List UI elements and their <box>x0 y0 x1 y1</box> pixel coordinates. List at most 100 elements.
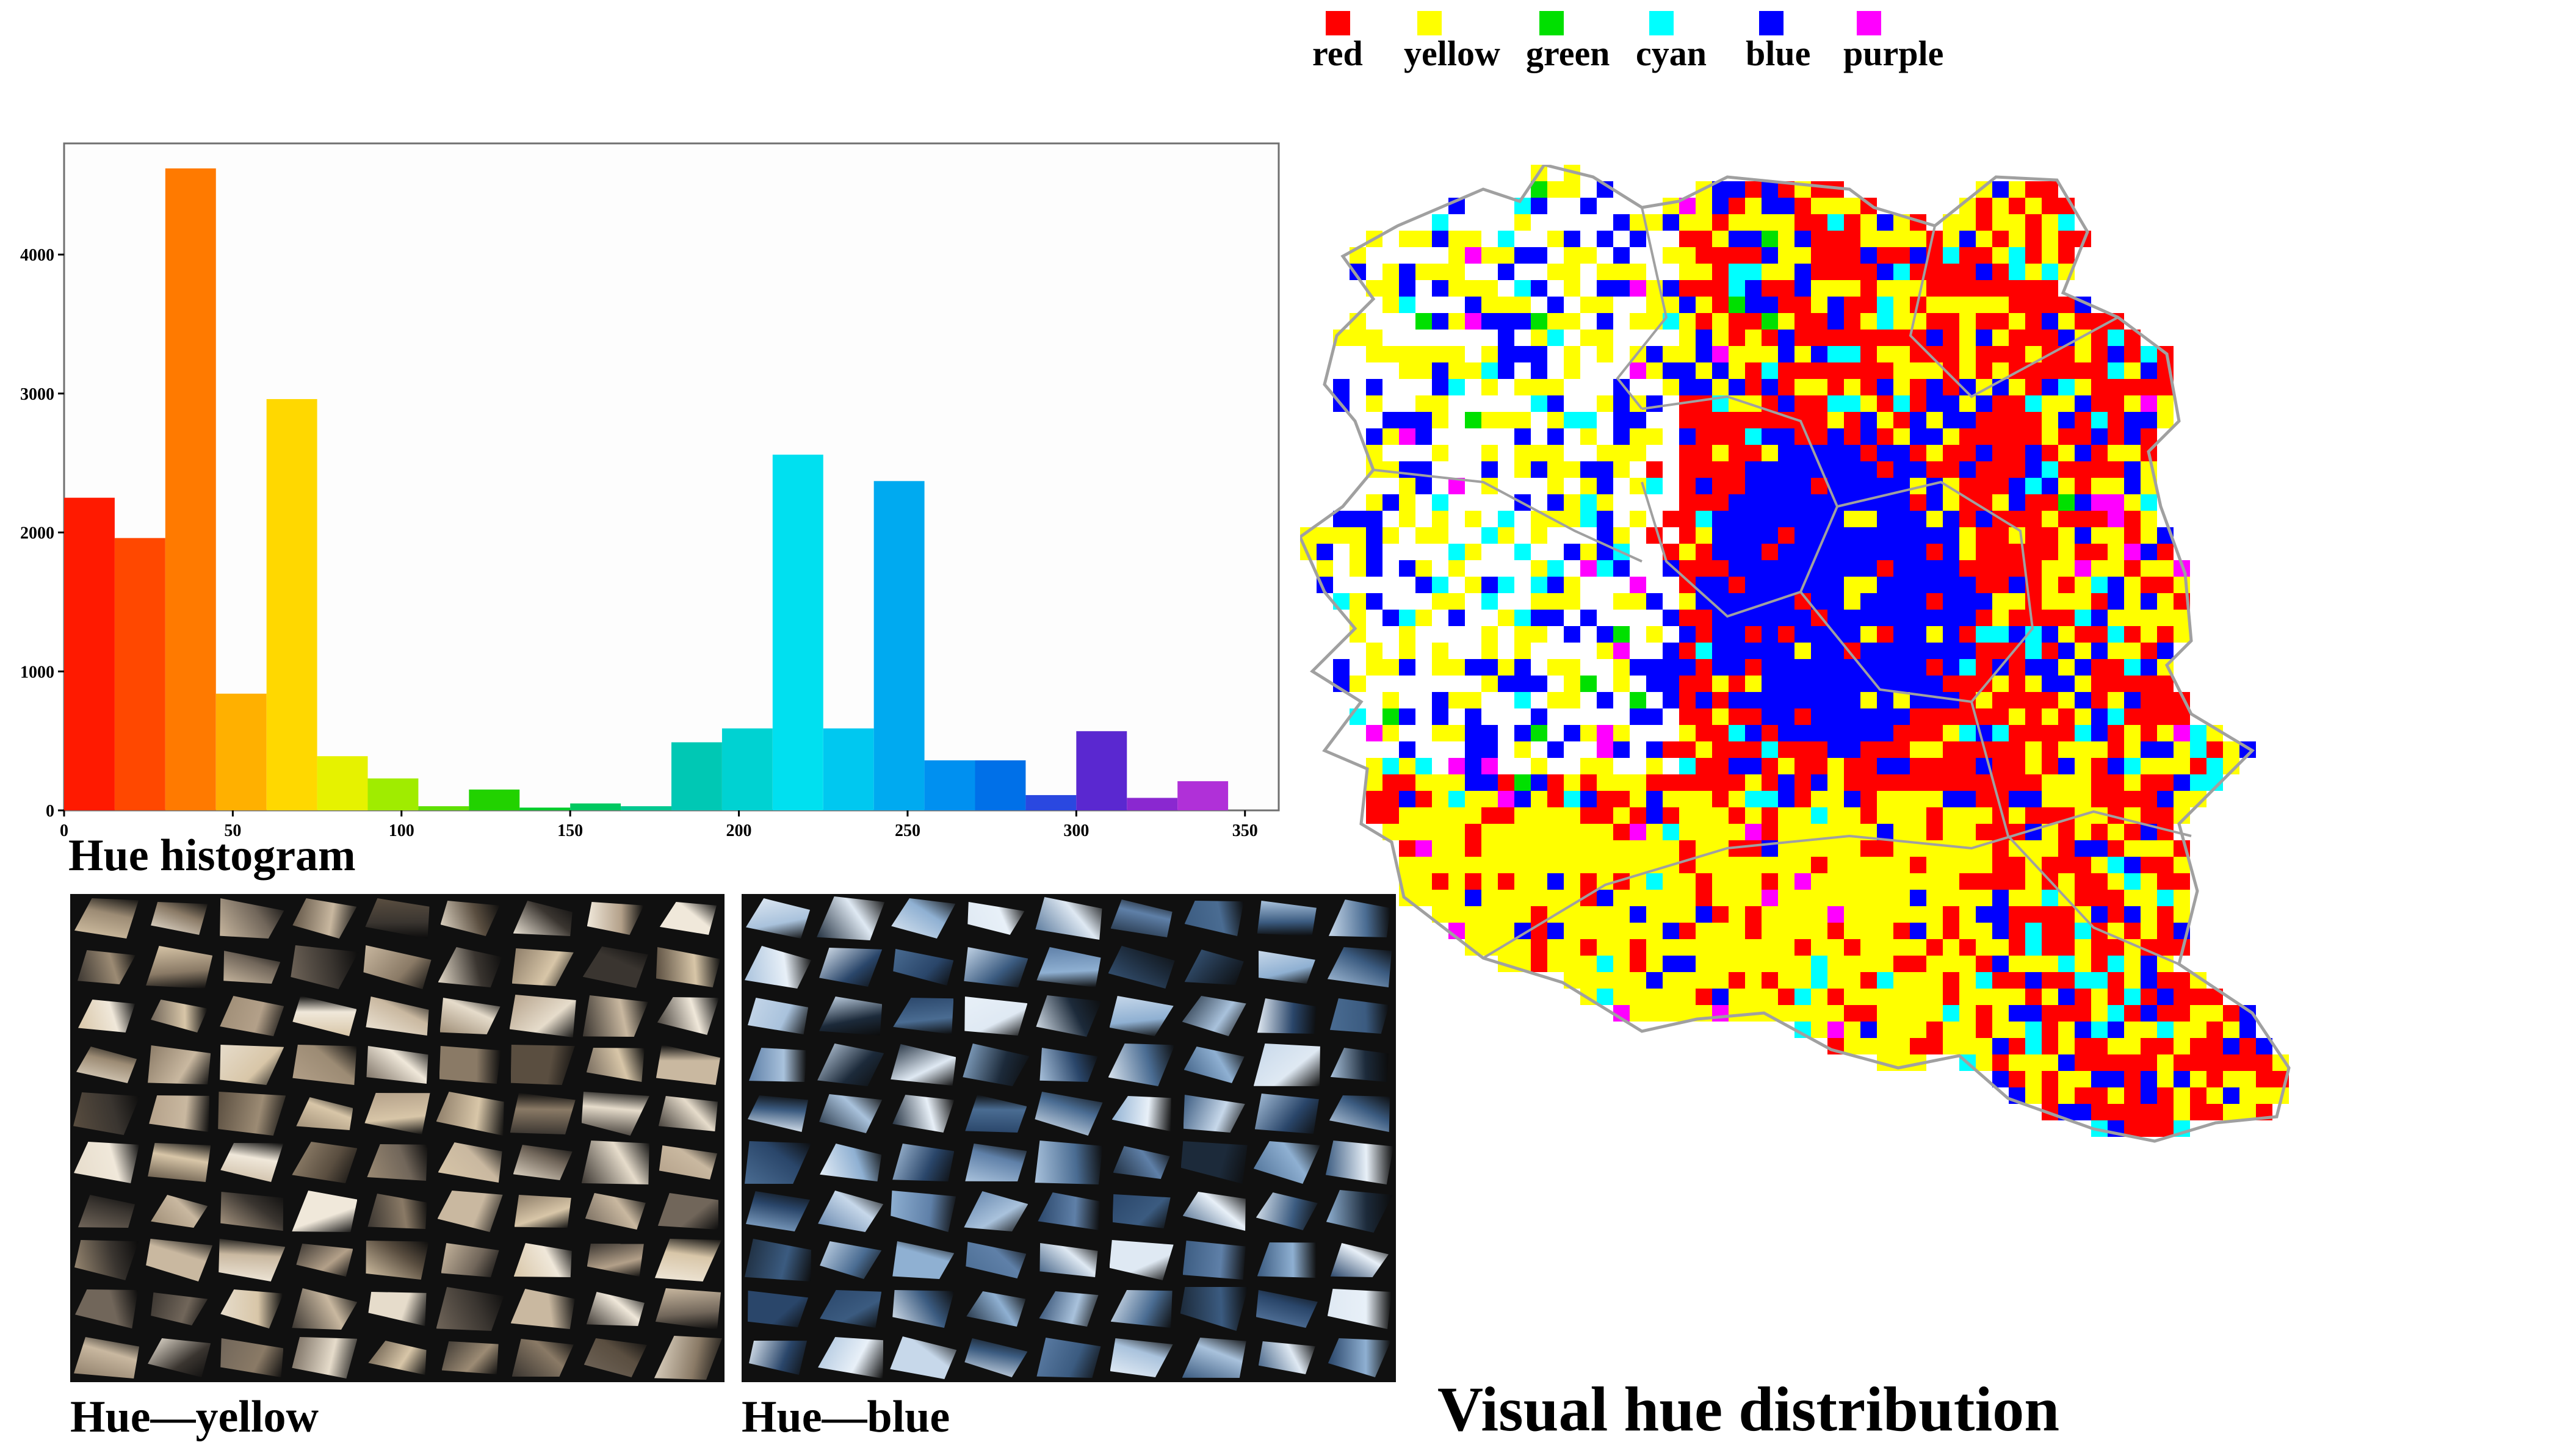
map-cell-red <box>2075 362 2091 379</box>
map-cell-green <box>1729 297 1745 313</box>
map-cell-red <box>1992 741 2009 758</box>
map-cell-red <box>1910 395 1926 412</box>
map-cell-yellow <box>2223 1022 2239 1038</box>
map-cell-red <box>2025 511 2042 527</box>
building-photo-tile <box>890 1336 957 1379</box>
map-cell-yellow <box>1778 890 1794 906</box>
map-cell-yellow <box>1729 873 1745 890</box>
building-photo-tile <box>749 1048 808 1082</box>
map-cell-yellow <box>1696 264 1712 280</box>
map-cell-blue <box>1679 297 1696 313</box>
map-cell-red <box>1860 791 1877 807</box>
map-cell-red <box>1729 247 1745 264</box>
map-cell-yellow <box>1415 890 1432 906</box>
map-cell-blue <box>1679 362 1696 379</box>
map-cell-yellow <box>1696 791 1712 807</box>
map-cell-yellow <box>1564 807 1580 824</box>
map-cell-yellow <box>2025 198 2042 214</box>
map-cell-yellow <box>1531 379 1547 395</box>
map-cell-yellow <box>2239 1087 2256 1104</box>
map-cell-yellow <box>1811 280 1827 297</box>
map-cell-yellow <box>2009 1054 2025 1071</box>
map-cell-blue <box>1547 873 1564 890</box>
map-cell-purple <box>2091 494 2108 511</box>
map-cell-red <box>2075 1087 2091 1104</box>
map-cell-yellow <box>1926 511 1943 527</box>
map-cell-red <box>1729 313 1745 330</box>
map-cell-yellow <box>1448 264 1465 280</box>
map-cell-red <box>1893 725 1910 741</box>
map-cell-blue <box>1630 659 1646 676</box>
map-cell-red <box>2042 1005 2058 1022</box>
map-cell-red <box>2091 362 2108 379</box>
map-cell-yellow <box>2075 676 2091 692</box>
map-cell-blue <box>1465 297 1481 313</box>
map-cell-red <box>2091 379 2108 395</box>
map-cell-red <box>2075 873 2091 890</box>
map-cell-yellow <box>2075 939 2091 956</box>
map-cell-yellow <box>1448 774 1465 791</box>
map-cell-blue <box>1696 692 1712 708</box>
building-photo-tile <box>748 1095 809 1132</box>
map-cell-red <box>1729 461 1745 478</box>
map-cell-yellow <box>1481 791 1498 807</box>
legend-swatch-purple <box>1857 11 1881 35</box>
map-cell-red <box>1992 708 2009 725</box>
map-cell-yellow <box>1729 906 1745 923</box>
map-cell-cyan <box>1580 511 1597 527</box>
map-cell-red <box>1992 840 2009 857</box>
map-cell-red <box>1811 758 1827 774</box>
map-cell-cyan <box>1811 807 1827 824</box>
map-cell-blue <box>1827 560 1844 577</box>
map-cell-red <box>1976 313 1992 330</box>
map-cell-blue <box>1481 725 1498 741</box>
map-cell-yellow <box>1399 626 1415 643</box>
map-cell-yellow <box>2075 593 2091 610</box>
map-cell-cyan <box>1877 972 1893 989</box>
map-cell-red <box>2009 280 2025 297</box>
building-photo-tile <box>964 1338 1028 1377</box>
map-cell-yellow <box>1712 313 1729 330</box>
map-cell-red <box>2206 1038 2223 1054</box>
map-cell-yellow <box>1580 330 1597 346</box>
map-cell-yellow <box>1992 247 2009 264</box>
map-cell-blue <box>2141 956 2157 972</box>
map-cell-red <box>2108 840 2124 857</box>
map-cell-yellow <box>1811 890 1827 906</box>
map-cell-yellow <box>1976 1054 1992 1071</box>
map-cell-yellow <box>1679 824 1696 840</box>
building-photo-tile <box>441 1243 499 1277</box>
map-cell-yellow <box>1366 758 1382 774</box>
map-cell-yellow <box>1679 593 1696 610</box>
map-cell-yellow <box>1762 346 1778 362</box>
map-cell-yellow <box>1415 395 1432 412</box>
map-cell-blue <box>1646 676 1663 692</box>
map-cell-purple <box>1630 577 1646 593</box>
map-cell-red <box>2009 395 2025 412</box>
map-cell-red <box>1679 610 1696 626</box>
map-cell-yellow <box>1597 972 1613 989</box>
map-cell-blue <box>1646 807 1663 824</box>
map-cell-yellow <box>1432 527 1448 544</box>
map-cell-cyan <box>1745 791 1762 807</box>
map-cell-yellow <box>1432 593 1448 610</box>
map-cell-red <box>2141 708 2157 725</box>
map-cell-yellow <box>1778 972 1794 989</box>
map-cell-yellow <box>1382 659 1399 676</box>
map-cell-red <box>1943 989 1959 1005</box>
map-cell-red <box>2108 676 2124 692</box>
map-cell-yellow <box>1893 362 1910 379</box>
map-cell-yellow <box>2174 758 2190 774</box>
map-cell-red <box>2058 708 2075 725</box>
map-cell-red <box>1860 840 1877 857</box>
map-cell-red <box>1679 774 1696 791</box>
map-cell-yellow <box>1399 494 1415 511</box>
map-cell-red <box>2124 676 2141 692</box>
map-cell-blue <box>1778 643 1794 659</box>
map-cell-cyan <box>2108 708 2124 725</box>
map-cell-yellow <box>1778 758 1794 774</box>
map-cell-yellow <box>1745 774 1762 791</box>
map-cell-yellow <box>2009 708 2025 725</box>
map-cell-red <box>1366 807 1382 824</box>
map-cell-red <box>2025 774 2042 791</box>
